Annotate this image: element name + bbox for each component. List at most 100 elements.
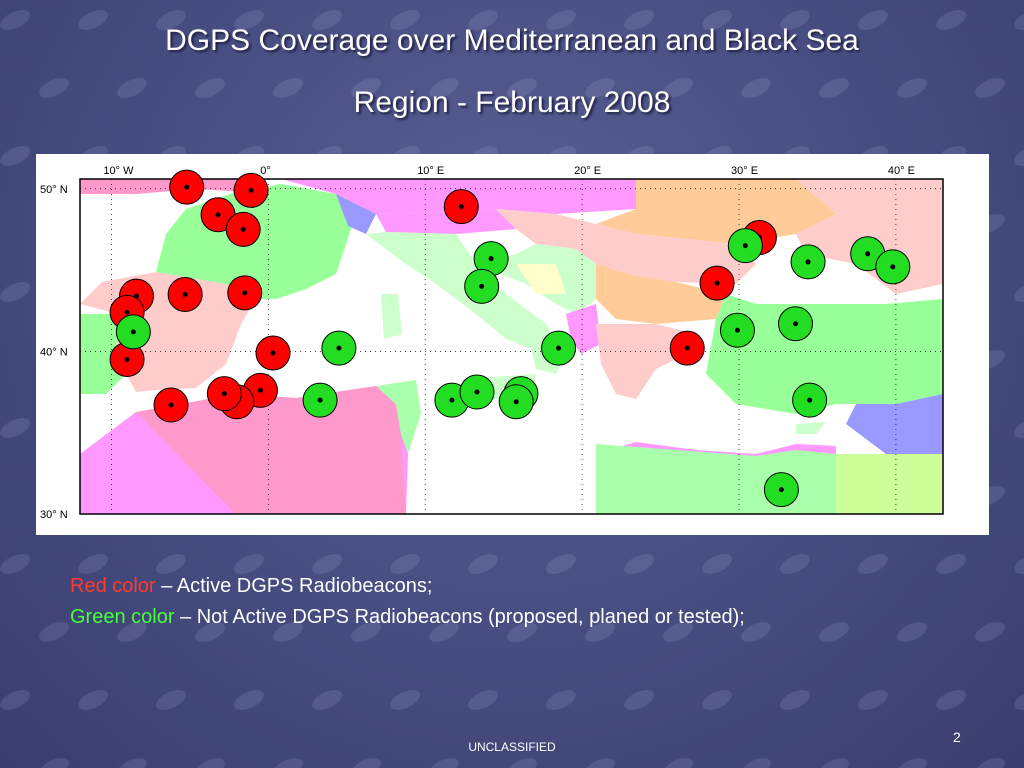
background-dot — [273, 758, 303, 768]
background-dot — [975, 622, 1005, 642]
background-dot — [858, 10, 888, 30]
background-dot — [1014, 10, 1024, 30]
background-dot — [819, 758, 849, 768]
not-active-beacon — [541, 330, 577, 366]
background-dot — [1014, 282, 1024, 302]
background-dot — [195, 758, 225, 768]
background-dot — [351, 78, 381, 98]
background-dot — [429, 758, 459, 768]
active-beacon-station — [182, 291, 188, 297]
lon-tick-label: 10° W — [103, 165, 134, 177]
background-dot — [546, 554, 576, 574]
background-dot — [741, 78, 771, 98]
land-cyprus — [796, 422, 826, 434]
active-beacon — [225, 211, 261, 247]
not-active-beacon — [763, 472, 799, 508]
legend-red-text: – Active DGPS Radiobeacons; — [155, 575, 433, 597]
not-active-beacon-station — [807, 397, 813, 403]
background-dot — [234, 10, 264, 30]
active-beacon — [255, 335, 291, 371]
not-active-beacon-station — [734, 327, 740, 333]
background-dot — [312, 554, 342, 574]
not-active-beacon — [875, 249, 911, 285]
background-dot — [819, 78, 849, 98]
land-tunisia — [376, 380, 421, 454]
background-dot — [585, 622, 615, 642]
background-dot — [936, 554, 966, 574]
background-dot — [234, 690, 264, 710]
active-beacon-station — [124, 309, 130, 315]
not-active-beacon-station — [556, 345, 562, 351]
active-beacon-station — [458, 204, 464, 210]
background-dot — [741, 758, 771, 768]
active-beacon-station — [168, 402, 174, 408]
background-dot — [468, 690, 498, 710]
background-dot — [0, 146, 30, 166]
active-beacon — [167, 276, 203, 312]
active-beacon-station — [242, 290, 248, 296]
not-active-beacon-station — [793, 321, 799, 327]
not-active-beacon-station — [513, 399, 519, 405]
background-dot — [585, 758, 615, 768]
not-active-beacon-station — [778, 487, 784, 493]
background-dot — [507, 622, 537, 642]
background-dot — [312, 690, 342, 710]
not-active-beacon-station — [336, 345, 342, 351]
map-tick-labels: 10° W 0° 10° E 20° E 30° E 40° E 50° N 40° N 30°… — [40, 165, 915, 521]
legend-green-label: Green color — [70, 606, 175, 628]
land-algeria — [136, 386, 406, 514]
active-beacon — [443, 189, 479, 225]
background-dot — [702, 554, 732, 574]
background-dot — [1014, 554, 1024, 574]
background-dot — [624, 690, 654, 710]
not-active-beacon-station — [474, 389, 480, 395]
background-dot — [858, 554, 888, 574]
background-dot — [780, 690, 810, 710]
not-active-beacon — [792, 382, 828, 418]
legend-green-text: – Not Active DGPS Radiobeacons (proposed… — [174, 606, 745, 628]
land-bulgaria — [596, 264, 726, 324]
land-sardinia — [381, 294, 402, 339]
background-dot — [78, 554, 108, 574]
active-beacon — [699, 265, 735, 301]
land-hungary — [496, 209, 596, 249]
lat-tick-label: 30° N — [40, 509, 68, 521]
active-beacon — [227, 275, 263, 311]
not-active-beacon-station — [488, 256, 494, 262]
active-beacon — [200, 197, 236, 233]
active-beacon — [233, 172, 269, 208]
background-dot — [624, 10, 654, 30]
active-beacon-station — [257, 387, 263, 393]
background-dot — [663, 78, 693, 98]
background-dot — [429, 78, 459, 98]
active-beacon-station — [248, 187, 254, 193]
background-dot — [0, 418, 30, 438]
not-active-beacon — [719, 312, 755, 348]
background-dot — [507, 78, 537, 98]
background-dot — [273, 78, 303, 98]
background-dot — [897, 758, 927, 768]
land-egypt — [596, 444, 836, 514]
land-syria — [846, 394, 943, 454]
background-dot — [390, 554, 420, 574]
background-dot — [390, 10, 420, 30]
active-beacon — [206, 376, 242, 412]
land-turkey — [706, 294, 943, 414]
background-dot — [780, 554, 810, 574]
not-active-beacon — [464, 268, 500, 304]
background-dot — [975, 758, 1005, 768]
background-dot — [546, 690, 576, 710]
background-dot — [156, 690, 186, 710]
lon-tick-label: 40° E — [888, 165, 915, 177]
background-dot — [39, 622, 69, 642]
not-active-beacon-station — [130, 329, 136, 335]
background-dot — [975, 78, 1005, 98]
not-active-beacon-station — [865, 251, 871, 257]
land-uk — [80, 179, 256, 194]
background-dot — [390, 690, 420, 710]
not-active-beacon — [302, 382, 338, 418]
not-active-beacon — [498, 384, 534, 420]
background-dot — [429, 622, 459, 642]
background-dot — [468, 10, 498, 30]
background-dot — [468, 554, 498, 574]
